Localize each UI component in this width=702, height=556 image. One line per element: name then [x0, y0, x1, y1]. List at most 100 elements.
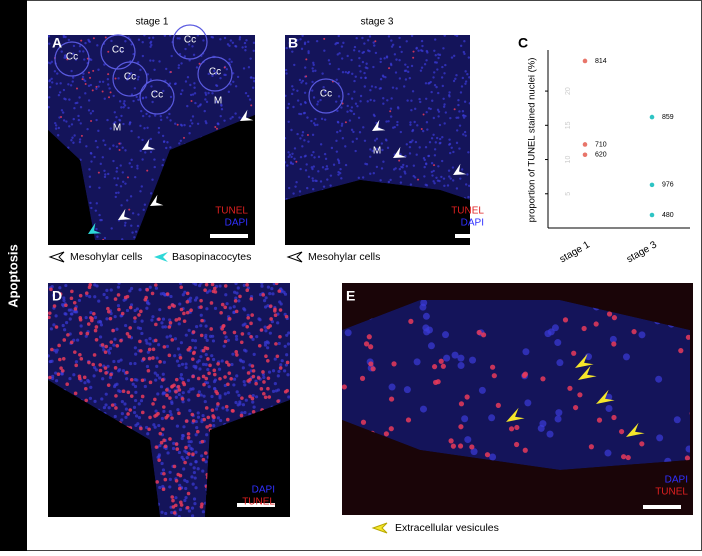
- side-label: Apoptosis: [5, 244, 20, 308]
- tunel-dot: [278, 335, 282, 339]
- nucleus: [61, 323, 65, 328]
- tunel-dot: [155, 480, 159, 484]
- nucleus: [440, 76, 444, 79]
- nucleus: [427, 107, 431, 110]
- nucleus: [168, 334, 173, 338]
- nucleus: [52, 323, 56, 327]
- nucleus: [151, 36, 155, 39]
- nucleus: [293, 147, 297, 150]
- nucleus: [228, 306, 232, 310]
- nucleus: [194, 460, 198, 464]
- nucleus: [363, 139, 367, 142]
- tunel-dot: [306, 133, 309, 136]
- tunel-dot: [170, 303, 175, 307]
- nucleus: [391, 86, 395, 89]
- tunel-dot: [285, 360, 290, 365]
- tunel-dot: [84, 398, 89, 403]
- tunel-dot: [202, 382, 206, 387]
- tunel-dot: [85, 331, 90, 336]
- tissue-area: [48, 283, 290, 517]
- nucleus: [379, 179, 382, 182]
- nucleus: [85, 145, 88, 148]
- nucleus: [157, 131, 161, 134]
- nucleus: [230, 362, 234, 367]
- nucleus: [149, 192, 153, 195]
- tunel-dot: [232, 330, 237, 335]
- nucleus: [195, 324, 199, 329]
- nucleus: [194, 366, 198, 370]
- nucleus: [287, 395, 290, 399]
- tunel-dot: [106, 309, 111, 314]
- nucleus: [285, 333, 289, 337]
- nucleus: [73, 134, 76, 137]
- nucleus: [163, 140, 166, 143]
- nucleus: [656, 434, 664, 442]
- nucleus: [299, 137, 302, 140]
- nucleus: [263, 305, 268, 309]
- nucleus: [404, 172, 407, 175]
- nucleus: [446, 184, 450, 187]
- nucleus: [346, 110, 349, 113]
- nucleus: [166, 116, 169, 119]
- nucleus: [114, 121, 117, 124]
- tunel-dot: [388, 426, 394, 432]
- nucleus: [341, 137, 345, 140]
- nucleus: [84, 316, 88, 320]
- nucleus: [95, 227, 98, 231]
- nucleus: [365, 163, 369, 166]
- nucleus: [459, 177, 462, 180]
- nucleus: [455, 141, 459, 145]
- nucleus: [402, 163, 405, 167]
- nucleus: [139, 124, 142, 128]
- nucleus: [398, 167, 402, 171]
- nucleus: [87, 109, 91, 112]
- nucleus: [180, 62, 183, 65]
- nucleus: [375, 147, 379, 151]
- nucleus: [254, 395, 259, 399]
- tunel-dot: [295, 160, 298, 163]
- tunel-dot: [203, 288, 207, 292]
- nucleus: [352, 49, 356, 52]
- nucleus: [188, 59, 191, 62]
- nucleus: [546, 430, 554, 438]
- nucleus: [413, 120, 416, 124]
- nucleus: [251, 337, 255, 341]
- tunel-dot: [163, 444, 168, 449]
- nucleus: [201, 362, 206, 367]
- nucleus: [211, 92, 214, 95]
- nucleus: [61, 111, 65, 114]
- nucleus: [373, 114, 376, 118]
- tunel-dot: [611, 315, 618, 321]
- nucleus: [417, 49, 420, 52]
- nucleus: [243, 41, 247, 45]
- arrowhead: [118, 208, 132, 220]
- label: Mesohylar cells: [308, 251, 380, 263]
- nucleus: [197, 105, 200, 108]
- tunel-dot: [191, 357, 195, 361]
- nucleus: [357, 50, 361, 53]
- nucleus: [169, 95, 173, 99]
- nucleus: [298, 190, 302, 193]
- nucleus: [88, 175, 92, 178]
- nucleus: [136, 78, 140, 81]
- tunel-dot: [103, 350, 108, 354]
- nucleus: [170, 401, 174, 405]
- nucleus: [348, 119, 352, 122]
- nucleus: [84, 92, 87, 95]
- nucleus: [344, 163, 348, 167]
- nucleus: [430, 170, 434, 174]
- nucleus: [440, 159, 444, 163]
- nucleus: [285, 46, 288, 50]
- nucleus: [350, 128, 354, 132]
- nucleus: [99, 323, 104, 327]
- tunel-dot: [111, 328, 115, 333]
- nucleus: [292, 105, 295, 109]
- nucleus: [375, 165, 379, 169]
- nucleus: [98, 186, 101, 190]
- nucleus: [214, 72, 218, 76]
- nucleus: [123, 104, 127, 107]
- nucleus: [128, 361, 133, 366]
- tunel-dot: [117, 307, 121, 312]
- nucleus: [286, 373, 290, 377]
- tunel-dot: [98, 368, 103, 373]
